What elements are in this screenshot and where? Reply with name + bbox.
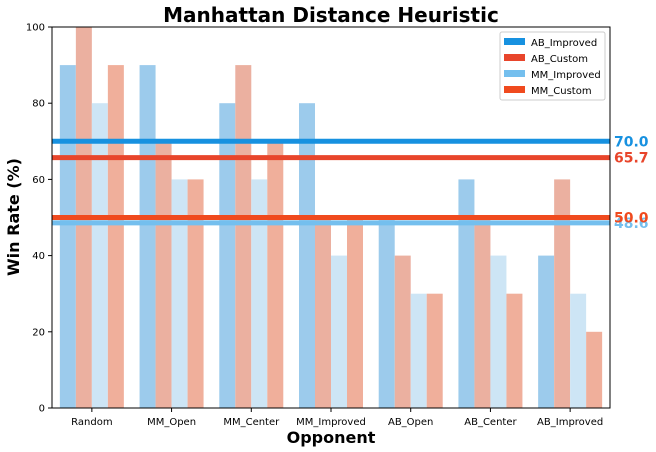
bar-ab-improved-mm-open <box>139 65 156 408</box>
bar-mm-improved-ab-improved <box>570 293 587 408</box>
x-tick-label: AB_Improved <box>537 417 603 428</box>
average-label-mm-custom: 50.0 <box>614 211 649 227</box>
bar-mm-custom-mm-improved <box>347 217 363 408</box>
y-tick-label: 100 <box>26 23 45 34</box>
y-tick-label: 40 <box>32 251 45 262</box>
y-tick-label: 20 <box>32 327 45 338</box>
y-axis-ticks: 0 20 40 60 80 100 <box>26 23 52 415</box>
bar-mm-custom-ab-center <box>506 293 523 408</box>
bar-ab-improved-random <box>59 65 76 408</box>
chart-title: Manhattan Distance Heuristic <box>163 3 499 27</box>
y-tick-label: 0 <box>39 404 45 415</box>
average-lines-layer <box>52 138 610 226</box>
x-tick-label: MM_Center <box>223 417 280 428</box>
bar-mm-improved-random <box>91 103 108 408</box>
legend-swatch-ab-custom <box>504 54 525 61</box>
bar-ab-custom-ab-improved <box>554 179 571 408</box>
bar-ab-custom-ab-open <box>394 255 411 408</box>
x-tick-label: AB_Open <box>388 417 433 428</box>
bar-ab-custom-mm-improved <box>315 217 331 408</box>
legend-swatch-mm-custom <box>504 86 525 93</box>
y-tick-label: 80 <box>32 99 45 110</box>
bar-ab-custom-ab-center <box>474 217 491 408</box>
x-axis-ticks: Random MM_Open MM_Center MM_Improved AB_Open… <box>71 408 603 428</box>
y-axis-label: Win Rate (%) <box>4 158 23 276</box>
x-tick-label: Random <box>71 417 112 428</box>
bar-mm-improved-mm-open <box>171 179 188 408</box>
average-label-ab-improved: 70.0 <box>614 134 649 150</box>
bar-mm-improved-mm-improved <box>331 255 347 408</box>
average-labels: 70.065.7 48.650.0 <box>614 134 649 232</box>
legend-label-mm-custom: MM_Custom <box>531 86 592 97</box>
average-label-mm-improved: 48.6 <box>614 216 649 232</box>
legend: AB_Improved AB_Custom MM_Improved MM_Custom <box>499 31 606 101</box>
bar-mm-custom-mm-open <box>187 179 204 408</box>
bar-ab-improved-mm-improved <box>299 103 315 408</box>
average-label-ab-custom: 65.7 <box>614 151 649 167</box>
x-tick-label: MM_Improved <box>296 417 366 428</box>
x-axis-label: Opponent <box>287 428 376 447</box>
bar-ab-improved-ab-center <box>458 179 475 408</box>
bars-layer <box>59 27 603 409</box>
legend-box <box>499 31 606 101</box>
bar-ab-improved-mm-center <box>219 103 236 408</box>
legend-label-ab-custom: AB_Custom <box>531 54 588 65</box>
bar-ab-improved-ab-open <box>378 217 395 408</box>
x-tick-label: AB_Center <box>464 417 517 428</box>
bar-mm-custom-ab-improved <box>586 331 603 408</box>
bar-ab-custom-mm-open <box>155 141 172 409</box>
bar-mm-custom-mm-center <box>267 141 284 409</box>
bar-mm-custom-random <box>107 65 124 408</box>
bar-ab-improved-ab-improved <box>538 255 555 408</box>
bar-mm-improved-ab-center <box>490 255 507 408</box>
legend-swatch-mm-improved <box>504 70 525 77</box>
bar-mm-improved-ab-open <box>410 293 427 408</box>
bar-mm-custom-ab-open <box>426 293 443 408</box>
y-tick-label: 60 <box>32 175 45 186</box>
legend-label-mm-improved: MM_Improved <box>531 70 601 81</box>
bar-ab-custom-mm-center <box>235 65 252 408</box>
legend-swatch-ab-improved <box>504 38 525 45</box>
bar-mm-improved-mm-center <box>251 179 268 408</box>
x-tick-label: MM_Open <box>147 417 196 428</box>
legend-label-ab-improved: AB_Improved <box>531 38 597 49</box>
